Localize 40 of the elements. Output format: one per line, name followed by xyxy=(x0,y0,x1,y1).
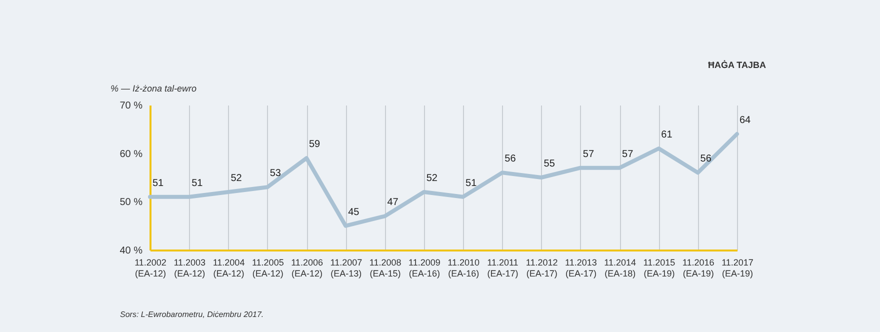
x-tick-label: 11.2010 (EA-16) xyxy=(448,258,480,278)
data-label: 57 xyxy=(582,148,594,160)
x-tick-label: 11.2005 (EA-12) xyxy=(252,258,284,278)
x-tick-label: 11.2009 (EA-16) xyxy=(408,258,440,278)
data-label: 56 xyxy=(700,154,712,165)
x-tick-label: 11.2003 (EA-12) xyxy=(174,258,206,278)
text: ĦAĠA TAJBA xyxy=(708,60,766,70)
x-tick-label: 11.2002 (EA-12) xyxy=(134,258,166,278)
data-label: 57 xyxy=(622,148,634,160)
x-tick-label: 11.2006 (EA-12) xyxy=(291,258,323,278)
x-tick-label: 11.2014 (EA-18) xyxy=(604,258,636,278)
data-label: 51 xyxy=(152,178,164,189)
data-label: 59 xyxy=(308,139,321,150)
data-label: 64 xyxy=(739,115,751,126)
data-label: 55 xyxy=(544,158,556,170)
data-label: 56 xyxy=(504,154,516,165)
data-label: 51 xyxy=(466,178,478,189)
y-tick-label: 50 % xyxy=(120,197,143,208)
y-tick-label: 60 % xyxy=(120,148,143,160)
data-label: 52 xyxy=(426,173,438,184)
x-tick-label: 11.2015 (EA-19) xyxy=(643,258,676,278)
line-series xyxy=(148,132,739,228)
data-label: 45 xyxy=(348,206,360,218)
data-label: 61 xyxy=(661,130,673,140)
x-tick-label: 11.2008 (EA-15) xyxy=(369,258,402,278)
x-tick-label: 11.2007 (EA-13) xyxy=(330,258,362,278)
x-tick-label: 11.2011 (EA-17) xyxy=(487,258,518,278)
x-tick-label: 11.2017 (EA-19) xyxy=(722,258,754,278)
x-tick-label: 11.2004 (EA-12) xyxy=(212,258,245,278)
data-label: 52 xyxy=(230,173,242,184)
text: Sors: L-Ewrobarometru, Diċembru 2017. xyxy=(120,310,264,319)
y-tick-label: 40 % xyxy=(120,246,143,256)
y-axis-title: % — Iż-żona tal-ewro xyxy=(110,84,197,94)
data-label: 51 xyxy=(192,178,204,189)
data-label: 47 xyxy=(387,197,399,208)
x-tick-label: 11.2013 (EA-17) xyxy=(565,258,597,278)
y-tick-label: 70 % xyxy=(120,100,143,112)
x-tick-label: 11.2016 (EA-19) xyxy=(682,258,714,278)
x-tick-label: 11.2012 (EA-17) xyxy=(526,258,558,278)
data-label: 53 xyxy=(270,168,282,180)
